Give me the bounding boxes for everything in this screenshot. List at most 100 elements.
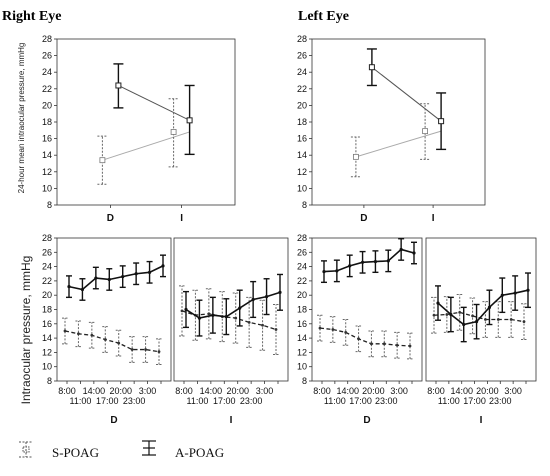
y-tick-label: 18	[42, 305, 52, 315]
y-tick-label: 8	[47, 376, 52, 386]
legend-s-poag-symbol	[19, 441, 33, 458]
x-tick-label-bottom: 23:00	[375, 396, 398, 406]
a-poag-point	[335, 269, 339, 273]
x-tick-label-bottom: 17:00	[213, 396, 236, 406]
x-tick-label-top: 8:00	[175, 386, 193, 396]
s-poag-point	[207, 312, 211, 316]
a-poag-line	[437, 289, 529, 326]
s-poag-point	[522, 320, 526, 324]
a-poag-point	[348, 264, 352, 268]
a-poag-line	[323, 248, 415, 273]
x-tick-label-top: 20:00	[109, 386, 132, 396]
x-tick-label-bottom: 17:00	[96, 396, 119, 406]
y-tick-label: 8	[302, 200, 307, 210]
plot-frame	[56, 38, 236, 206]
a-poag-point	[462, 322, 466, 327]
a-poag-line	[371, 66, 442, 122]
s-poag-point	[144, 348, 147, 351]
y-tick-label: 16	[42, 134, 52, 144]
plot-frame	[311, 237, 423, 382]
y-tick-label: 18	[297, 305, 307, 315]
legend-s-poag-label: S-POAG	[52, 445, 99, 460]
a-poag-point	[500, 293, 504, 297]
y-tick-label: 24	[297, 262, 307, 272]
a-poag-point	[251, 297, 255, 302]
s-poag-errorbar	[317, 314, 323, 342]
x-category-label: D	[107, 213, 114, 224]
s-poag-errorbar	[156, 338, 162, 366]
y-tick-label: 14	[42, 333, 52, 343]
bottom-y-axis-label: Intraocular pressure, mmHg	[19, 256, 33, 405]
s-poag-errorbar	[115, 329, 122, 357]
y-tick-label: 24	[297, 67, 307, 77]
y-tick-label: 16	[297, 319, 307, 329]
s-poag-errorbar	[350, 136, 361, 178]
a-poag-point	[386, 259, 390, 263]
y-tick-label: 8	[302, 376, 307, 386]
x-category-label: D	[360, 213, 367, 224]
a-poag-point	[238, 306, 242, 310]
a-poag-point	[211, 313, 215, 317]
x-tick-label-bottom: 11:00	[69, 396, 91, 406]
y-tick-label: 12	[42, 167, 52, 177]
x-tick-label-top: 20:00	[362, 386, 385, 396]
y-tick-label: 10	[297, 362, 307, 372]
s-poag-errorbar	[102, 326, 109, 353]
a-poag-point	[373, 259, 378, 264]
y-tick-label: 20	[297, 290, 307, 300]
a-poag-point	[161, 264, 165, 268]
y-tick-label: 10	[297, 183, 307, 193]
x-tick-label-top: 8:00	[427, 386, 445, 396]
x-category-label: I	[432, 213, 435, 224]
s-poag-point	[117, 341, 121, 345]
y-tick-label: 14	[297, 150, 307, 160]
x-tick-label-bottom: 17:00	[349, 396, 372, 406]
y-tick-label: 16	[42, 319, 52, 329]
a-poag-point	[121, 275, 125, 279]
x-tick-label-top: 8:00	[58, 386, 76, 396]
a-poag-point	[184, 307, 188, 312]
s-poag-line	[433, 311, 525, 323]
top-y-axis-label: 24-hour mean intraocular pressure, mmHg	[17, 43, 26, 194]
s-poag-errorbar	[88, 321, 95, 349]
y-tick-label: 28	[297, 34, 307, 44]
a-poag-point	[278, 290, 282, 294]
s-poag-line	[319, 327, 411, 347]
panel-label: D	[363, 415, 370, 426]
a-poag-point	[474, 320, 479, 324]
s-poag-point	[247, 320, 251, 324]
x-category-label: I	[180, 213, 183, 224]
s-poag-point	[318, 326, 322, 330]
x-tick-label-top: 14:00	[450, 386, 473, 396]
s-poag-errorbar	[329, 316, 336, 343]
top-right-eye-chart: 8 10 12 14 16 18 20 22 24 26 28 D I	[42, 34, 236, 224]
panel-label: D	[110, 415, 117, 426]
s-poag-point	[130, 348, 134, 351]
y-tick-label: 12	[42, 347, 52, 357]
plot-frame	[56, 237, 172, 382]
x-tick-label-top: 20:00	[226, 386, 249, 396]
s-poag-point	[509, 318, 513, 321]
x-tick-label-top: 14:00	[200, 386, 223, 396]
a-poag-point	[147, 270, 152, 274]
a-poag-point	[67, 285, 71, 289]
y-tick-label: 26	[42, 247, 52, 257]
panel-label: I	[480, 415, 483, 426]
s-poag-point	[395, 343, 399, 347]
s-poag-point	[408, 344, 412, 348]
s-poag-point	[331, 328, 335, 331]
y-tick-label: 18	[42, 117, 52, 127]
x-tick-label-top: 3:00	[256, 386, 274, 396]
a-poag-point	[80, 287, 85, 292]
s-poag-point	[471, 314, 474, 318]
s-poag-point	[458, 310, 462, 314]
s-poag-errorbar	[129, 336, 136, 363]
x-tick-label-top: 20:00	[476, 386, 499, 396]
s-poag-errorbar	[355, 325, 362, 353]
plot-frame	[311, 38, 486, 206]
y-tick-label: 10	[42, 362, 52, 372]
a-poag-point	[368, 64, 375, 71]
panel-i: 8:00 14:00 20:00 3:00 11:00 17:00 23:00 I	[425, 237, 537, 426]
y-tick-label: 26	[297, 51, 307, 61]
a-poag-point	[264, 295, 269, 299]
